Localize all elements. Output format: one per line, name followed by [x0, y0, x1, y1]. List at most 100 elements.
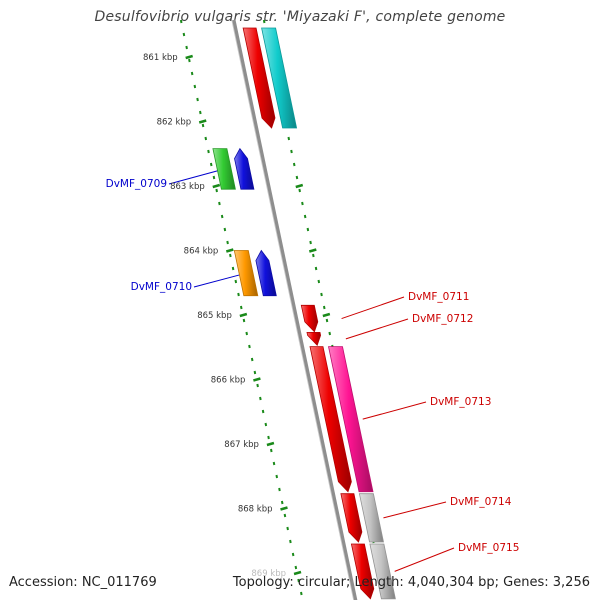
- ruler-tick-minor: [242, 318, 246, 323]
- ruler-tick-minor: [275, 474, 279, 479]
- ruler-tick-minor: [229, 253, 232, 258]
- ruler-tick-minor: [259, 396, 262, 401]
- gene-label-dvmf-0711[interactable]: DvMF_0711: [408, 291, 469, 303]
- ruler-tick-minor: [196, 97, 199, 102]
- ruler-tick-minor: [278, 487, 281, 492]
- ruler-tick-minor: [289, 539, 292, 544]
- callout-line: [345, 318, 409, 340]
- ruler-tick-minor: [290, 149, 293, 154]
- genome-summary: Topology: circular; Length: 4,040,304 bp…: [232, 575, 590, 590]
- ruler-tick-minor: [218, 201, 221, 206]
- ruler-tick-major: [185, 54, 194, 60]
- dvmf-0715-cds-arrow[interactable]: [350, 543, 375, 600]
- dvmf-0714-cds-arrow[interactable]: [340, 493, 363, 543]
- ruler-label-864-kbp: 864 kbp: [184, 247, 219, 257]
- feature-11-gene-arrow[interactable]: [358, 493, 384, 543]
- callout-line: [383, 501, 447, 519]
- ruler-tick-minor: [291, 552, 295, 557]
- ruler-tick-minor: [256, 383, 259, 388]
- ruler-tick-minor: [322, 305, 326, 310]
- ruler-tick-minor: [298, 188, 301, 193]
- callout-line: [394, 547, 455, 572]
- ruler-tick-major: [295, 183, 304, 189]
- ruler-label-861-kbp: 861 kbp: [143, 53, 178, 63]
- ruler-tick-minor: [190, 71, 194, 76]
- ruler-label-863-kbp: 863 kbp: [170, 182, 205, 192]
- ruler-tick-minor: [294, 565, 298, 570]
- genome-backbone: [232, 19, 358, 600]
- dvmf-0709-cds-arrow[interactable]: [234, 147, 255, 190]
- ruler-tick-minor: [231, 266, 235, 271]
- gene-label-dvmf-0713[interactable]: DvMF_0713: [430, 396, 491, 408]
- gene-label-dvmf-0715[interactable]: DvMF_0715: [458, 542, 519, 554]
- ruler-tick-minor: [312, 253, 315, 258]
- ruler-tick-major: [322, 312, 331, 318]
- ruler-tick-minor: [188, 58, 191, 63]
- callout-line: [362, 401, 427, 420]
- ruler-tick-minor: [328, 331, 332, 336]
- gene-label-dvmf-0714[interactable]: DvMF_0714: [450, 496, 512, 508]
- callout-line: [341, 296, 405, 320]
- ruler-tick-minor: [261, 409, 265, 414]
- feature-0-cds-arrow[interactable]: [242, 27, 276, 129]
- accession-label: Accession: NC_011769: [9, 575, 157, 590]
- ruler-tick-minor: [270, 448, 273, 453]
- ruler-tick-major: [212, 183, 221, 189]
- ruler-tick-major: [293, 570, 302, 576]
- ruler-tick-minor: [179, 19, 183, 24]
- ruler-tick-minor: [220, 214, 224, 219]
- ruler-label-862-kbp: 862 kbp: [157, 118, 192, 128]
- ruler-tick-minor: [250, 357, 254, 362]
- feature-3-gene-arrow[interactable]: [212, 148, 236, 190]
- ruler-tick-minor: [317, 279, 321, 284]
- ruler-tick-minor: [226, 240, 229, 245]
- ruler-label-867-kbp: 867 kbp: [224, 440, 259, 450]
- gene-label-dvmf-0712[interactable]: DvMF_0712: [412, 313, 473, 325]
- ruler-tick-minor: [248, 344, 251, 349]
- ruler-tick-major: [266, 441, 275, 447]
- ruler-tick-major: [308, 248, 317, 253]
- ruler-tick-minor: [212, 175, 216, 180]
- ruler-tick-major: [280, 506, 288, 511]
- ruler-tick-minor: [245, 331, 249, 336]
- gene-label-dvmf-0709[interactable]: DvMF_0709: [106, 178, 167, 190]
- ruler-tick-minor: [314, 266, 318, 271]
- ruler-tick-major: [253, 377, 261, 382]
- feature-5-gene-arrow[interactable]: [233, 250, 259, 297]
- ruler-tick-minor: [223, 227, 227, 232]
- ruler-tick-minor: [234, 279, 238, 284]
- ruler-tick-minor: [286, 526, 289, 531]
- feature-13-gene-arrow[interactable]: [369, 543, 396, 600]
- dvmf-0713-cds-arrow[interactable]: [309, 346, 352, 493]
- dvmf-0711-cds-arrow[interactable]: [300, 304, 319, 333]
- ruler-tick-major: [239, 312, 248, 318]
- ruler-label-865-kbp: 865 kbp: [197, 311, 232, 321]
- ruler-tick-minor: [239, 305, 243, 310]
- ruler-tick-minor: [272, 461, 276, 466]
- ruler-tick-minor: [201, 123, 205, 128]
- callout-line: [168, 168, 225, 185]
- gene-label-dvmf-0710[interactable]: DvMF_0710: [131, 281, 192, 293]
- dvmf-0710-cds-arrow[interactable]: [255, 249, 277, 297]
- ruler-tick-minor: [262, 19, 266, 24]
- ruler-tick-minor: [280, 500, 284, 505]
- ruler-label-868-kbp: 868 kbp: [238, 505, 273, 515]
- ruler-tick-minor: [193, 84, 197, 89]
- ruler-tick-minor: [215, 188, 218, 193]
- ruler-tick-minor: [287, 136, 291, 141]
- dvmf-0712-cds-arrow[interactable]: [306, 331, 322, 347]
- ruler-tick-minor: [297, 578, 300, 583]
- ruler-tick-minor: [325, 318, 329, 323]
- genome-title: Desulfovibrio vulgaris str. 'Miyazaki F'…: [94, 9, 506, 25]
- ruler-tick-minor: [204, 136, 208, 141]
- ruler-tick-minor: [209, 162, 213, 167]
- feature-9-gene-arrow[interactable]: [328, 346, 374, 493]
- ruler-tick-minor: [295, 175, 299, 180]
- ruler-tick-minor: [320, 292, 323, 297]
- feature-1-gene-arrow[interactable]: [261, 27, 298, 129]
- ruler-tick-minor: [306, 227, 310, 232]
- ruler-tick-minor: [283, 513, 287, 518]
- ruler-tick-minor: [300, 591, 303, 596]
